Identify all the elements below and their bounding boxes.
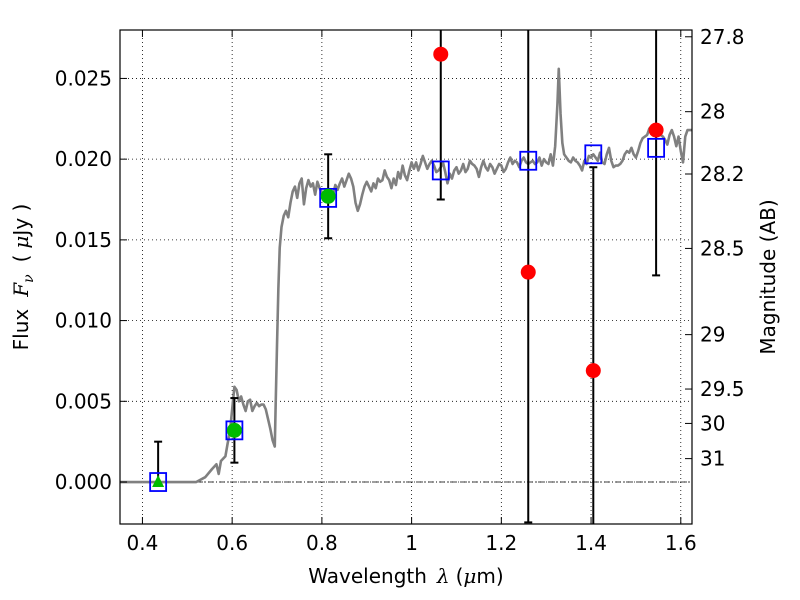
y-tick-label: 0.000 — [55, 470, 112, 494]
y-axis-ticks: 0.000 0.005 0.010 0.015 0.020 0.025 — [55, 66, 127, 494]
model-square — [431, 160, 450, 181]
model-square — [225, 420, 244, 441]
y-tick-label: 0.025 — [55, 66, 112, 90]
x-axis-label-unit-open: ( — [456, 564, 464, 588]
y-axis-label-unit-open: ( — [9, 255, 33, 263]
x-tick-label: 0.4 — [127, 531, 159, 555]
model-square — [149, 472, 168, 492]
x-axis-label-text: Wavelength — [308, 564, 427, 588]
y2-tick-label: 27.8 — [700, 25, 745, 49]
y-tick-label: 0.020 — [55, 147, 112, 171]
y2-tick-label: 28 — [700, 100, 725, 124]
x-axis-label: Wavelength λ (μm) — [308, 564, 503, 588]
photometry-point — [320, 188, 336, 204]
y2-tick-label: 28.2 — [700, 162, 745, 186]
x-tick-label: 1.4 — [575, 531, 607, 555]
photometry-point — [648, 122, 664, 138]
y-tick-label: 0.005 — [55, 389, 112, 413]
x-tick-label: 0.6 — [216, 531, 248, 555]
y2-tick-label: 30 — [700, 411, 725, 435]
x-tick-label: 1.2 — [485, 531, 517, 555]
y2-tick-label: 29.5 — [700, 377, 745, 401]
x-axis-ticks: 0.4 0.6 0.8 1 1.2 1.4 1.6 — [127, 30, 697, 555]
photometry-point — [226, 422, 242, 438]
photometry-point — [520, 264, 536, 280]
y2-axis-label: Magnitude (AB) — [756, 199, 780, 354]
x-axis-label-unit-rest: m) — [476, 564, 503, 588]
y-tick-label: 0.010 — [55, 309, 112, 333]
y-axis-label-text: Flux — [9, 309, 33, 351]
y-axis-label-unit-mu: μ — [9, 236, 33, 249]
plot-frame — [119, 29, 693, 525]
series-layer — [120, 67, 692, 484]
data-markers — [149, 46, 666, 492]
x-axis-label-lambda: λ — [436, 564, 450, 588]
y2-axis-ticks: 27.8 28 28.2 28.5 29 29.5 30 31 — [685, 25, 745, 471]
y-axis-label-nu: ν — [21, 274, 37, 283]
x-tick-label: 1 — [405, 531, 418, 555]
y2-tick-label: 28.5 — [700, 236, 745, 260]
spectrum-line — [120, 67, 692, 484]
model-square — [584, 144, 603, 165]
x-tick-label: 0.8 — [306, 531, 338, 555]
plot-background — [120, 30, 692, 524]
photometry-point — [585, 363, 601, 379]
y-tick-label: 0.015 — [55, 228, 112, 252]
photometry-triangle — [152, 475, 165, 488]
y2-tick-label: 29 — [700, 323, 725, 347]
y2-tick-label: 31 — [700, 447, 725, 471]
y-axis-label-unit-rest: Jy ) — [9, 204, 33, 238]
model-square — [519, 150, 538, 171]
model-square — [647, 137, 666, 158]
y-axis-label-F: F — [9, 282, 33, 298]
x-tick-label: 1.6 — [665, 531, 697, 555]
x-axis-label-unit-mu: μ — [463, 564, 476, 588]
photometry-point — [433, 46, 449, 62]
y-axis-label: Flux Fν ( μJy ) — [9, 204, 37, 351]
